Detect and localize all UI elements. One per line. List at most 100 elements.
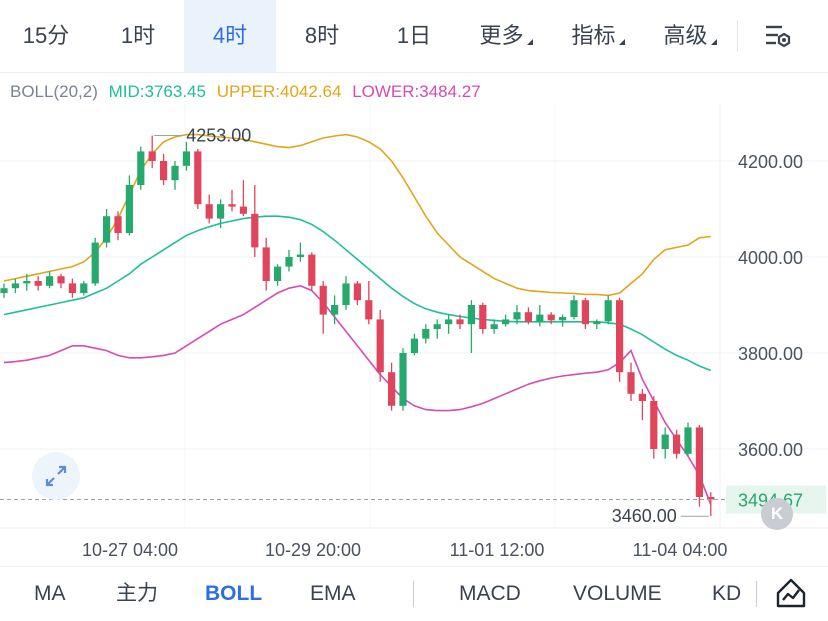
chart-canvas: 4200.00 4000.00 3800.00 3600.00 10-27 04:00 1… <box>0 104 828 560</box>
candle <box>422 324 430 344</box>
candle-body <box>707 497 715 500</box>
expand-chart-button[interactable] <box>32 452 80 500</box>
candle-body <box>274 266 282 281</box>
candle <box>80 281 88 296</box>
candle <box>239 180 247 217</box>
candle-body <box>331 305 339 315</box>
tab-ema[interactable]: EMA <box>310 582 356 605</box>
candle-body <box>502 319 510 325</box>
indicator-tab-bar: MA 主力 BOLL EMA MACD VOLUME KD <box>0 566 828 621</box>
candle <box>365 281 373 325</box>
candle-body <box>285 257 293 267</box>
time-axis-label: 11-01 12:00 <box>450 540 545 560</box>
candle-body <box>342 283 350 305</box>
candle <box>616 297 624 382</box>
candle <box>661 427 669 459</box>
tab-volume[interactable]: VOLUME <box>573 582 662 605</box>
tab-1h[interactable]: 1时 <box>120 23 156 48</box>
tab-15m[interactable]: 15分 <box>22 23 70 48</box>
candle <box>433 319 441 339</box>
candle <box>399 348 407 411</box>
candle <box>125 175 133 236</box>
candle-body <box>695 427 703 497</box>
candle-body <box>319 285 327 315</box>
candle <box>388 362 396 411</box>
candle <box>182 141 190 171</box>
boll-lower-line <box>3 284 712 505</box>
candle <box>34 276 42 291</box>
candle-body <box>365 300 373 320</box>
chart-settings-button[interactable] <box>754 18 798 54</box>
tab-kd[interactable]: KD <box>712 582 742 605</box>
candle-body <box>638 393 646 401</box>
candle <box>137 146 145 190</box>
candle-body <box>376 319 384 373</box>
candle <box>205 194 213 224</box>
candle <box>68 278 76 298</box>
candle <box>171 161 179 190</box>
time-axis-label: 10-29 20:00 <box>265 540 361 560</box>
tab-8h[interactable]: 8时 <box>304 23 340 48</box>
tab-more-label: 更多 <box>479 23 524 48</box>
tab-more[interactable]: 更多 <box>460 0 552 72</box>
candle <box>456 314 464 329</box>
candle <box>581 297 589 329</box>
price-axis-label: 3600.00 <box>738 440 803 460</box>
candle <box>331 295 339 325</box>
candle-body <box>593 321 601 325</box>
drawing-tool-button[interactable] <box>774 577 808 611</box>
tab-main-force[interactable]: 主力 <box>116 582 158 605</box>
candle <box>103 209 111 248</box>
candlestick-chart[interactable]: 4200.00 4000.00 3800.00 3600.00 10-27 04:00 1… <box>0 104 828 564</box>
time-axis-label: 10-27 04:00 <box>82 540 178 560</box>
candle-body <box>559 317 567 321</box>
dropdown-triangle-icon <box>710 39 717 45</box>
candle-body <box>114 216 122 233</box>
tab-advanced[interactable]: 高级 <box>644 0 736 72</box>
candle-body <box>194 151 202 205</box>
candle <box>46 271 54 289</box>
candle-body <box>308 254 316 286</box>
candle-body <box>433 324 441 329</box>
tab-4h[interactable]: 4时 <box>184 0 276 72</box>
candle-body <box>91 242 99 284</box>
candle <box>308 252 316 291</box>
tab-macd[interactable]: MACD <box>459 582 521 605</box>
candle <box>445 314 453 334</box>
candle-body <box>262 247 270 281</box>
candle-body <box>182 151 190 166</box>
k-scroll-button[interactable]: K <box>761 498 793 530</box>
candle <box>604 295 612 325</box>
tab-indicators-label: 指标 <box>571 23 616 48</box>
candle-body <box>490 324 498 329</box>
candle-body <box>479 305 487 329</box>
candle-body <box>11 283 19 289</box>
tab-ma[interactable]: MA <box>34 582 66 605</box>
candle <box>513 305 521 325</box>
tab-1d[interactable]: 1日 <box>396 23 432 48</box>
candle-body <box>399 353 407 406</box>
candle <box>524 307 532 325</box>
candle-body <box>684 427 692 454</box>
price-axis-label: 4200.00 <box>738 152 803 172</box>
candle <box>285 249 293 272</box>
low-price-label: 3460.00 <box>612 506 677 526</box>
candle <box>11 278 19 293</box>
candle <box>467 300 475 353</box>
candle <box>673 429 681 459</box>
price-axis-label: 4000.00 <box>738 248 803 268</box>
candle-body <box>296 254 304 257</box>
candle-body <box>627 372 635 394</box>
candle <box>91 237 99 286</box>
drawing-tool-icon <box>776 578 806 608</box>
candle <box>342 276 350 310</box>
tab-boll[interactable]: BOLL <box>205 582 263 605</box>
dropdown-triangle-icon <box>618 39 625 45</box>
candle-body <box>217 204 225 219</box>
candle-body <box>103 216 111 243</box>
price-axis-label: 3800.00 <box>738 344 803 364</box>
candle-body <box>524 312 532 322</box>
candle <box>262 237 270 291</box>
candle-body <box>171 165 179 181</box>
tab-indicators[interactable]: 指标 <box>552 0 644 72</box>
